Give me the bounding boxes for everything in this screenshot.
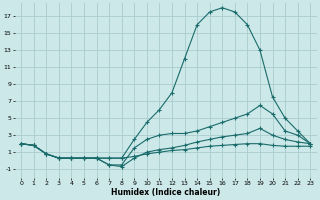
X-axis label: Humidex (Indice chaleur): Humidex (Indice chaleur)	[111, 188, 220, 197]
